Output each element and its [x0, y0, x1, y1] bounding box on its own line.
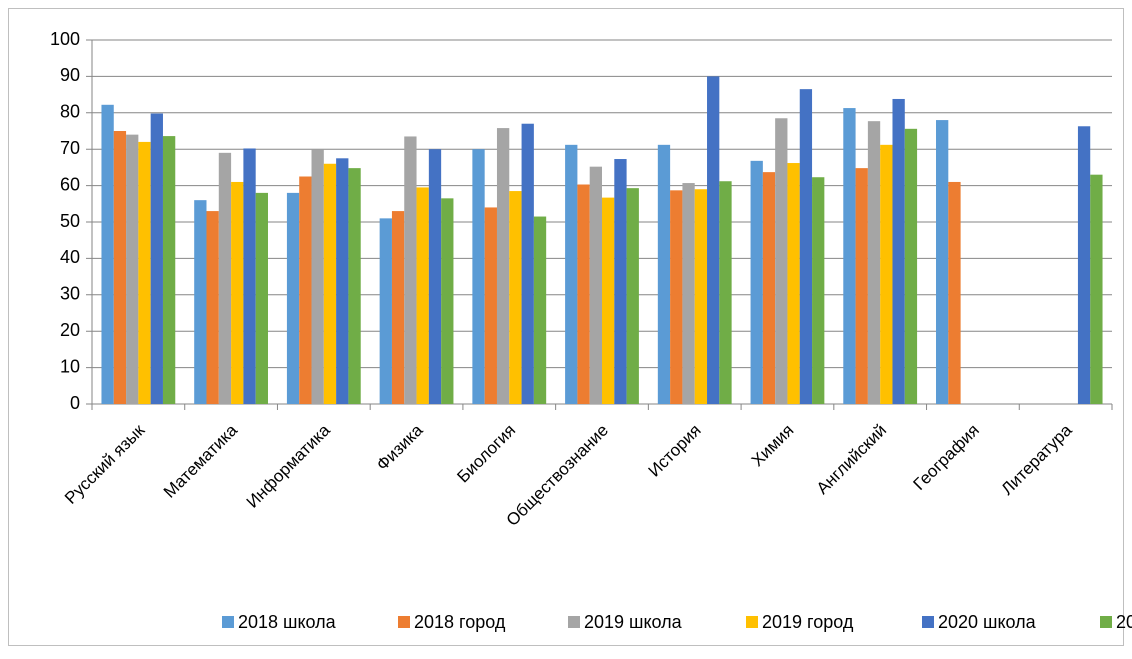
bar: [657, 144, 671, 404]
bar: [565, 144, 578, 404]
legend-swatch: [746, 616, 758, 628]
bar: [336, 158, 349, 404]
bar: [472, 149, 485, 404]
bar: [787, 163, 800, 404]
bar: [843, 108, 856, 405]
bar: [496, 128, 510, 404]
y-tick-label: 50: [60, 211, 80, 231]
bar: [428, 149, 442, 404]
bar: [880, 144, 893, 404]
y-tick-label: 0: [70, 393, 80, 413]
bar: [577, 184, 590, 404]
legend-label: 2018 школа: [238, 612, 337, 632]
bar: [113, 131, 127, 404]
bar: [379, 218, 392, 404]
bar: [150, 113, 163, 404]
legend-label: 2019 город: [762, 612, 854, 632]
y-tick-label: 80: [60, 102, 80, 122]
bar: [391, 211, 405, 404]
bar: [126, 134, 139, 404]
bar: [484, 207, 497, 404]
bar: [404, 136, 417, 404]
bar: [626, 188, 639, 404]
bar: [299, 176, 312, 404]
bar: [904, 128, 918, 405]
bar: [138, 141, 151, 405]
y-tick-label: 10: [60, 356, 80, 376]
bar: [614, 159, 627, 404]
legend-swatch: [568, 616, 580, 628]
bar: [243, 148, 256, 404]
bar: [948, 181, 961, 404]
bar: [194, 200, 207, 404]
bar: [682, 183, 695, 404]
bar: [892, 98, 905, 404]
bar: [206, 211, 219, 404]
bar: [719, 181, 732, 404]
y-tick-label: 20: [60, 320, 80, 340]
bar: [707, 76, 720, 405]
bar: [1090, 174, 1103, 404]
legend-label: 2019 школа: [584, 612, 683, 632]
bar: [867, 121, 881, 404]
bar: [416, 187, 429, 404]
bar: [775, 118, 788, 404]
legend-swatch: [222, 616, 234, 628]
bar: [231, 181, 244, 404]
bar: [255, 192, 268, 404]
bar: [533, 216, 547, 404]
bar: [589, 166, 602, 404]
bar: [855, 168, 868, 404]
y-tick-label: 30: [60, 284, 80, 304]
bar: [762, 172, 776, 404]
y-tick-label: 40: [60, 247, 80, 267]
bar: [812, 177, 825, 404]
bar: [799, 89, 813, 404]
bar: [670, 190, 683, 404]
legend-swatch: [1100, 616, 1112, 628]
bar: [286, 192, 300, 404]
bar: [936, 120, 949, 404]
legend-label: 2018 город: [414, 612, 506, 632]
y-tick-label: 70: [60, 138, 80, 158]
bar: [602, 197, 615, 404]
bar: [1077, 126, 1091, 404]
bar: [218, 152, 232, 404]
bar: [348, 168, 361, 404]
y-tick-label: 90: [60, 65, 80, 85]
bar: [311, 149, 324, 404]
bar: [441, 198, 454, 404]
y-tick-label: 60: [60, 174, 80, 194]
bar: [101, 104, 114, 405]
bar: [750, 160, 763, 404]
legend-swatch: [398, 616, 410, 628]
bar: [323, 163, 337, 404]
legend-label: 2020 город: [1116, 612, 1132, 632]
y-tick-label: 100: [50, 29, 80, 49]
bar: [694, 189, 708, 404]
bar: [162, 136, 176, 404]
bar: [509, 191, 522, 404]
bar: [521, 123, 534, 404]
legend-label: 2020 школа: [938, 612, 1037, 632]
legend-swatch: [922, 616, 934, 628]
